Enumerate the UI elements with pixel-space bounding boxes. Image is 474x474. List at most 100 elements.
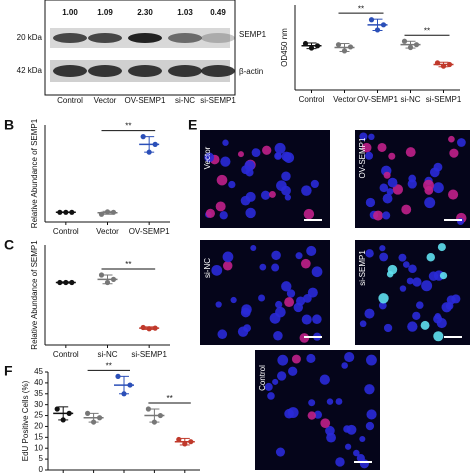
nucleus — [272, 378, 279, 385]
nucleus — [359, 459, 369, 469]
replicate-point — [140, 324, 146, 331]
image-label: si-NC — [203, 258, 212, 278]
nucleus — [402, 261, 410, 268]
x-tick-label: Vector — [96, 227, 119, 236]
replicate-point — [188, 439, 194, 445]
nucleus — [399, 285, 407, 292]
nucleus — [306, 245, 317, 256]
nucleus — [365, 151, 374, 160]
nucleus — [421, 280, 433, 292]
nucleus — [301, 314, 312, 325]
nucleus — [267, 392, 275, 400]
replicate-point — [401, 38, 408, 44]
lane-label: OV-SEMP1 — [125, 96, 166, 105]
replicate-point — [57, 279, 63, 286]
nucleus — [377, 142, 387, 153]
nucleus — [205, 208, 215, 218]
nucleus — [307, 287, 318, 298]
nucleus — [406, 277, 414, 285]
replicate-point — [60, 417, 66, 423]
replicate-point — [91, 419, 97, 425]
band — [88, 33, 122, 43]
image-label: Vector — [203, 146, 212, 169]
blot: 1.00 1.09 2.30 1.03 0.49 20 kDa 42 kDa SEMP1 β-a… — [17, 8, 267, 105]
replicate-point — [152, 325, 158, 331]
nucleus — [364, 384, 375, 395]
nucleus — [228, 180, 236, 189]
band — [53, 33, 87, 43]
nucleus — [378, 293, 389, 304]
nucleus — [412, 311, 421, 321]
significance: ** — [106, 361, 112, 370]
nucleus — [271, 263, 280, 272]
nucleus — [335, 398, 343, 405]
replicate-point — [308, 45, 315, 51]
nucleus — [449, 148, 459, 158]
nucleus — [216, 174, 228, 186]
nucleus — [250, 245, 257, 252]
nucleus — [264, 382, 273, 391]
nucleus — [398, 253, 407, 262]
nucleus — [433, 314, 443, 324]
nucleus — [230, 296, 237, 304]
nucleus — [379, 252, 389, 262]
band — [168, 65, 202, 77]
nucleus — [326, 398, 334, 405]
replicate-point — [407, 44, 414, 51]
replicate-point — [54, 406, 60, 412]
nucleus — [368, 133, 375, 141]
replicate-point — [121, 391, 127, 397]
replicate-point — [127, 382, 133, 388]
replicate-point — [104, 209, 111, 215]
nucleus — [437, 243, 446, 252]
nucleus — [271, 250, 281, 261]
nucleus — [426, 252, 435, 262]
replicate-point — [104, 279, 111, 286]
nucleus — [386, 188, 394, 196]
y-axis-label: OD450 nm — [280, 28, 289, 67]
nucleus — [387, 177, 398, 188]
nucleus — [365, 249, 374, 258]
replicate-point — [182, 441, 188, 447]
nucleus — [295, 252, 303, 260]
nucleus — [310, 179, 319, 189]
replicate-point — [85, 410, 91, 416]
size-label: 20 kDa — [17, 33, 43, 42]
nucleus — [286, 289, 296, 298]
replicate-point — [446, 61, 453, 68]
nucleus — [217, 329, 228, 340]
nucleus — [424, 197, 436, 209]
nucleus — [222, 251, 234, 263]
nucleus — [420, 320, 430, 330]
y-tick-label: 0 — [39, 465, 44, 474]
nucleus — [359, 132, 368, 141]
nucleus — [365, 197, 376, 208]
nucleus — [268, 190, 276, 198]
nucleus — [407, 321, 418, 332]
replicate-point — [374, 27, 381, 33]
lane-label: Vector — [94, 96, 117, 105]
nucleus — [311, 266, 323, 278]
y-tick-label: 15 — [34, 432, 43, 441]
nucleus — [269, 312, 281, 324]
replicate-point — [335, 42, 342, 48]
y-tick-label: 35 — [34, 389, 43, 398]
nucleus — [382, 193, 393, 204]
y-tick-label: 5 — [39, 454, 44, 463]
nucleus — [344, 351, 355, 363]
replicate-point — [176, 436, 182, 443]
nucleus — [276, 180, 287, 191]
replicate-point — [110, 276, 117, 282]
nucleus — [366, 409, 377, 420]
nucleus — [277, 354, 289, 366]
replicate-point — [440, 63, 447, 69]
nucleus — [241, 165, 251, 175]
nucleus — [446, 295, 456, 305]
nucleus — [275, 300, 283, 309]
y-axis-label: EdU Positive Cells (%) — [21, 380, 30, 461]
nucleus — [284, 194, 292, 201]
nucleus — [204, 152, 215, 163]
nucleus — [306, 353, 316, 364]
nucleus — [211, 264, 223, 276]
